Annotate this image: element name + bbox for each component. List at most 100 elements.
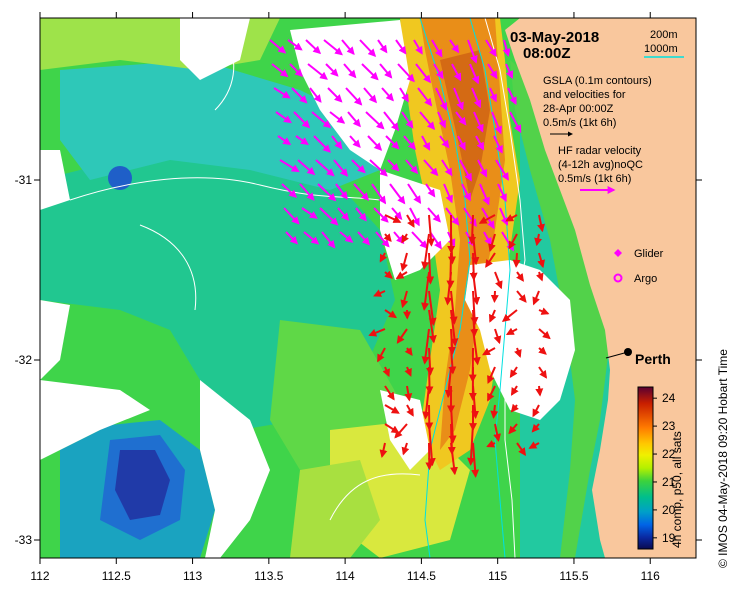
hf-vector [451, 63, 462, 82]
hf-vector [437, 111, 446, 129]
hf-vector [365, 111, 385, 130]
colorbar-ticks: 24 23 22 21 20 19 [653, 391, 676, 545]
hf-legend-line-2: (4-12h avg)noQC [558, 159, 643, 171]
hf-vector [377, 39, 388, 54]
x-tick-label: 113.5 [254, 569, 283, 583]
velocity-vector [426, 252, 435, 285]
hf-vector [285, 231, 299, 245]
gsla-legend-line-3: 28-Apr 00:00Z [543, 103, 614, 115]
velocity-vector [382, 366, 390, 378]
velocity-vector [421, 328, 430, 365]
colorbar-tick-label: 22 [662, 447, 676, 461]
hf-vector [347, 111, 361, 128]
hf-vector [405, 159, 419, 175]
x-axis: 112 112.5 113 113.5 114 114.5 115 115.5 116 [30, 12, 660, 583]
velocity-vector [394, 423, 408, 439]
hf-vector [425, 183, 436, 198]
hf-vector [449, 39, 460, 54]
velocity-vector [490, 290, 499, 304]
velocity-vector [406, 214, 415, 228]
hf-vector [407, 183, 422, 204]
velocity-vector [383, 233, 392, 243]
velocity-vector [505, 327, 518, 336]
y-tick-label: -33 [15, 533, 33, 547]
x-tick-label: 113 [183, 569, 202, 583]
velocity-vector [493, 328, 502, 345]
hf-vector [387, 159, 400, 172]
velocity-vector [444, 366, 453, 399]
hf-vector [359, 39, 377, 58]
hf-vector [297, 159, 316, 176]
velocity-vector [470, 290, 479, 326]
hf-vector [453, 87, 464, 111]
velocity-vector [508, 233, 518, 250]
hf-vector [467, 39, 478, 64]
velocity-vector [535, 271, 544, 282]
velocity-vector [505, 214, 518, 222]
hf-vector [381, 87, 394, 102]
hf-vector [379, 63, 393, 79]
velocity-vector [448, 328, 457, 355]
y-axis: -31 -32 -33 [15, 173, 702, 547]
velocity-vector [487, 366, 496, 384]
hf-vector [493, 135, 503, 154]
hf-vector [291, 87, 308, 104]
hf-vector [289, 63, 303, 78]
velocity-vector [472, 271, 481, 306]
velocity-vector [426, 214, 435, 247]
velocity-vector [404, 385, 413, 402]
velocity-vector [384, 404, 400, 414]
velocity-vector [532, 404, 540, 418]
hf-vector [489, 87, 497, 103]
hf-vector [429, 231, 442, 250]
velocity-vector [488, 233, 496, 253]
contour-1000m [419, 18, 471, 558]
velocity-vectors [368, 214, 551, 478]
velocity-vector [485, 252, 496, 268]
hf-vector [337, 207, 350, 221]
velocity-vector [535, 385, 544, 397]
hf-vector [361, 63, 379, 81]
hf-vector [395, 39, 407, 55]
velocity-vector [401, 233, 409, 244]
hf-vector [401, 111, 414, 129]
hf-vector [443, 183, 453, 204]
contour-200m-label: 200m [650, 29, 678, 41]
hf-vector [417, 87, 433, 107]
velocity-vector [448, 233, 456, 265]
hf-vector [369, 159, 388, 177]
y-tick-label: -31 [15, 173, 33, 187]
velocity-vector [467, 423, 476, 466]
velocity-vector [516, 290, 527, 303]
colorbar-tick-label: 19 [662, 531, 676, 545]
velocity-vector [487, 385, 496, 402]
velocity-vector [538, 366, 548, 379]
hf-vector [371, 183, 387, 205]
hf-vector [287, 39, 303, 51]
hf-vector [333, 159, 349, 177]
contour-1000m-label: 1000m [644, 43, 678, 55]
hf-vector [457, 135, 466, 151]
velocity-vector [384, 214, 402, 223]
velocity-vector [401, 442, 410, 456]
hf-vector [311, 111, 332, 129]
plot-frame [39, 17, 697, 559]
velocity-vector [421, 271, 430, 311]
colorbar [637, 386, 654, 550]
velocity-vector [395, 271, 408, 280]
hf-vector [323, 39, 343, 56]
hf-vector [293, 111, 311, 129]
hf-vector [483, 231, 492, 246]
colorbar-tick-label: 20 [662, 503, 676, 517]
x-tick-label: 115.5 [559, 569, 588, 583]
hf-vector [321, 231, 336, 249]
velocity-vector [493, 423, 502, 442]
velocity-vector [512, 252, 521, 268]
velocity-vector [471, 442, 480, 478]
hf-vector [459, 159, 472, 182]
colorbar-title: 4h comp, p50, all sats [670, 431, 684, 548]
velocity-vector [450, 442, 458, 476]
hf-vector [471, 87, 482, 109]
hf-vector [349, 135, 361, 149]
colorbar-tick-label: 23 [662, 419, 676, 433]
